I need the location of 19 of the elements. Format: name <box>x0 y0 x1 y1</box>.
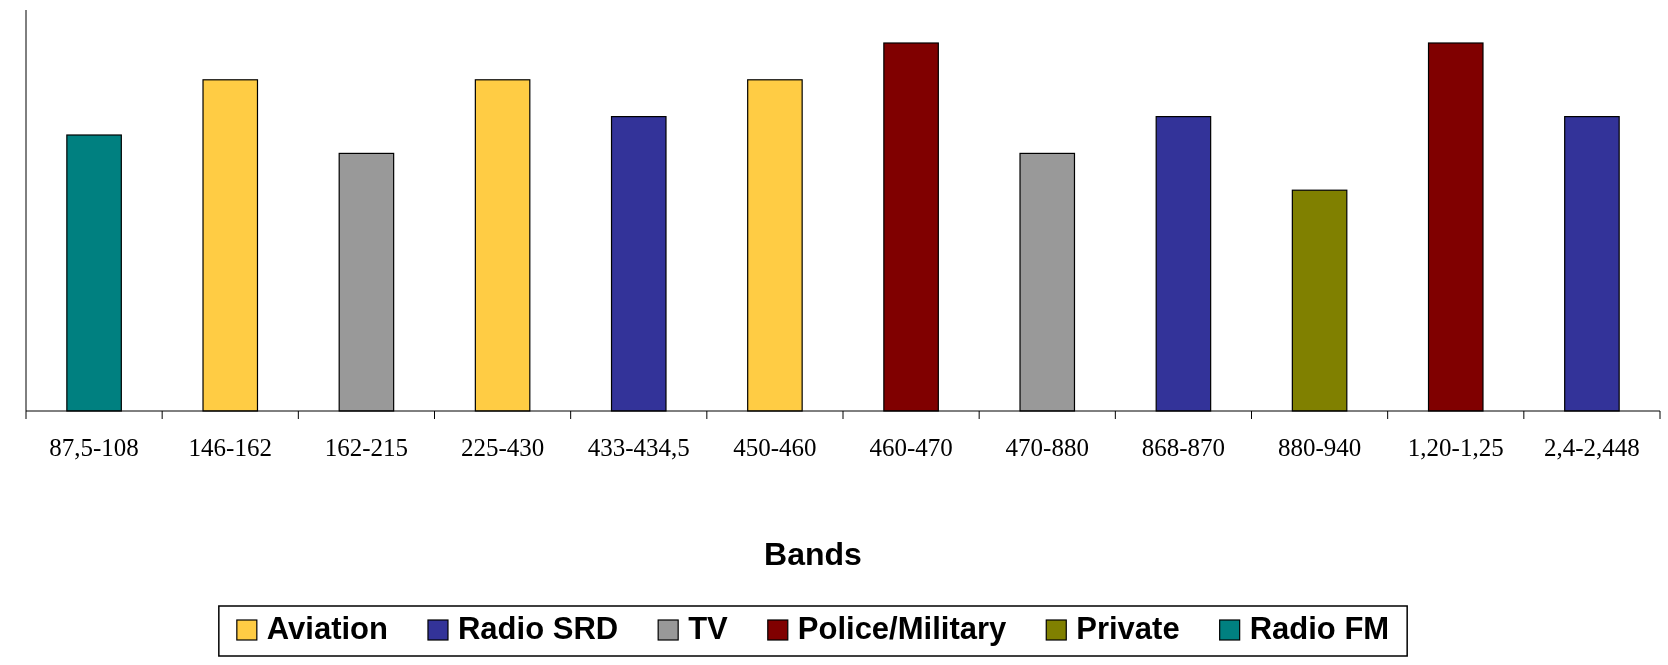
x-tick-label: 146-162 <box>188 434 272 461</box>
x-tick-label: 87,5-108 <box>49 434 139 461</box>
legend-label: Radio SRD <box>457 611 619 646</box>
legend-label: Private <box>1076 611 1180 646</box>
legend-label: TV <box>688 611 729 646</box>
x-axis-title: Bands <box>764 536 862 572</box>
x-tick-label: 162-215 <box>324 434 409 461</box>
x-tick-label: 2,4-2,448 <box>1544 434 1640 461</box>
x-tick-label: 880-940 <box>1277 434 1362 461</box>
legend-label: Aviation <box>266 611 388 646</box>
legend-label: Radio FM <box>1249 611 1390 646</box>
x-tick-label: 460-470 <box>869 434 953 461</box>
x-tick-label: 1,20-1,25 <box>1407 434 1504 461</box>
x-tick-label: 225-430 <box>460 434 545 461</box>
x-tick-label: 450-460 <box>733 434 817 461</box>
x-tick-label: 433-434,5 <box>587 434 690 461</box>
legend-label: Police/Military <box>797 611 1008 646</box>
x-tick-label: 868-870 <box>1141 434 1226 461</box>
x-tick-label: 470-880 <box>1005 434 1089 461</box>
